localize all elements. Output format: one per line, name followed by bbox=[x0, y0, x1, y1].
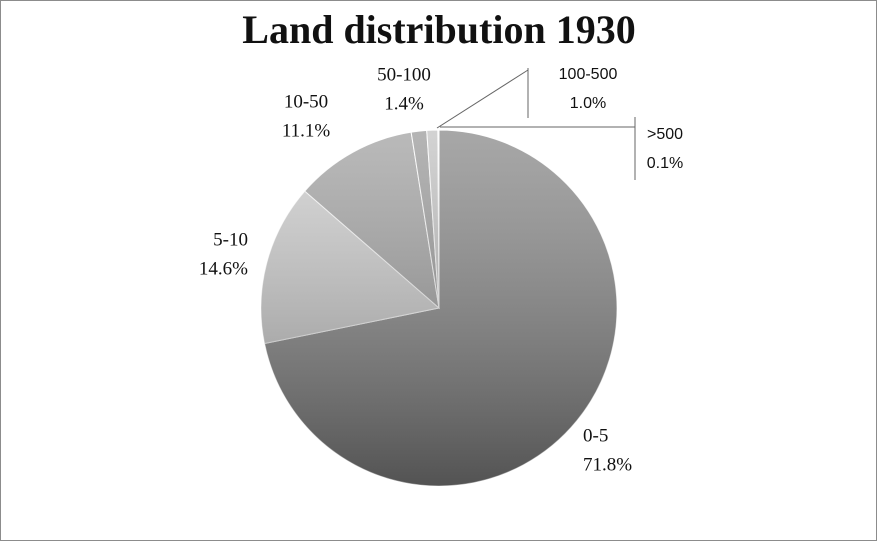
slice-label: 10-50 bbox=[284, 91, 328, 112]
slice-label: 50-100 bbox=[377, 64, 431, 85]
slice-value-label: 71.8% bbox=[583, 454, 632, 475]
chart-title: Land distribution 1930 bbox=[242, 7, 635, 52]
slice-label: 0-5 bbox=[583, 425, 608, 446]
slice-value-label: 1.0% bbox=[570, 95, 606, 112]
leader-line bbox=[436, 69, 529, 129]
slice-label: >500 bbox=[647, 126, 683, 143]
slice-value-label: 11.1% bbox=[282, 120, 331, 141]
slice-value-label: 14.6% bbox=[199, 258, 248, 279]
slice-value-label: 0.1% bbox=[647, 155, 683, 172]
slice-label: 100-500 bbox=[559, 66, 618, 83]
slice-value-label: 1.4% bbox=[384, 93, 424, 114]
slice-label: 5-10 bbox=[213, 229, 248, 250]
